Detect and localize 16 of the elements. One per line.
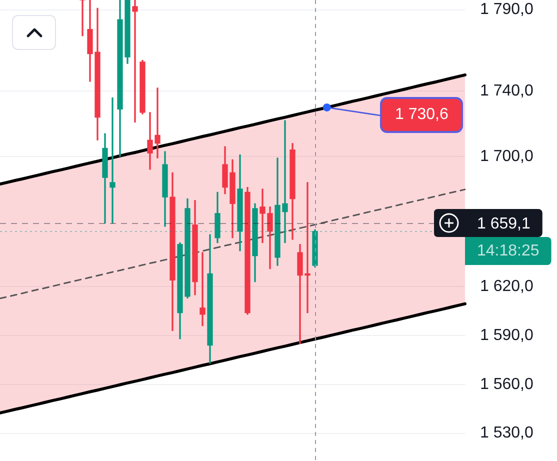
y-tick-label: 1 740,0 xyxy=(480,82,534,100)
y-tick-label: 1 560,0 xyxy=(480,376,534,393)
candlestick xyxy=(132,0,138,123)
callout-box: 1 730,6 xyxy=(380,97,464,134)
y-tick-label: 1 590,0 xyxy=(480,326,534,344)
text: 14:18:25 xyxy=(477,242,540,260)
y-tick-label: 1 700,0 xyxy=(480,148,534,165)
y-tick-label: 1 530,0 xyxy=(480,424,534,442)
line-series xyxy=(0,188,466,300)
candlestick xyxy=(110,97,116,224)
candlestick xyxy=(80,0,86,36)
ref-line-label: 1 659,1 xyxy=(477,215,530,232)
y-tick-label: 1 790,0 xyxy=(480,1,534,18)
annotation: 1 730,6 xyxy=(395,106,448,124)
y-tick-label: 1 620,0 xyxy=(480,278,534,296)
candlestick xyxy=(200,252,206,326)
